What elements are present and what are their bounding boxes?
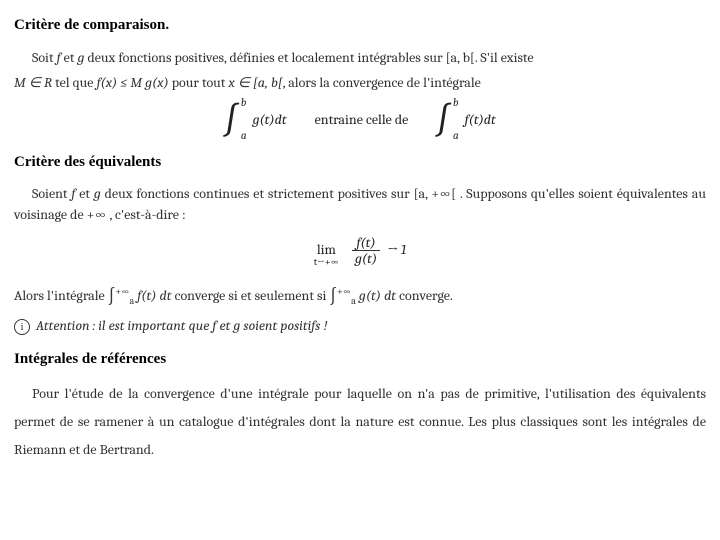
lim-sub: t→+∞	[314, 257, 339, 267]
domain: [a, +∞[	[414, 185, 456, 202]
inline-upper: +∞	[337, 286, 351, 298]
arrow-one: → 1	[387, 241, 406, 258]
fraction: f(t) g(t)	[351, 235, 381, 267]
var-g: g	[94, 185, 101, 202]
limit: lim t→+∞	[314, 243, 339, 267]
int-upper: b	[241, 97, 246, 109]
text: converge.	[396, 287, 453, 304]
text: Soit	[32, 49, 57, 66]
integrand-g: g(t)dt	[253, 109, 287, 130]
integral-icon: ∫	[436, 103, 449, 137]
text: . S'il existe	[475, 49, 534, 66]
int-upper: b	[453, 97, 458, 109]
text: deux fonctions continues et strictement …	[101, 185, 414, 202]
section2-para1: Soient f et g deux fonctions continues e…	[14, 183, 706, 225]
text: Soient	[32, 185, 71, 202]
section1-para2: M ∈ R tel que f(x) ≤ M g(x) pour tout x …	[14, 72, 706, 93]
text: et	[75, 185, 94, 202]
info-icon: i	[14, 319, 30, 335]
section1-math: ∫ b a g(t)dt entraine celle de ∫ b a f(t…	[14, 103, 706, 137]
infinity: +∞	[87, 206, 107, 223]
section1-title: Critère de comparaison.	[14, 14, 706, 37]
integral-icon: ∫	[224, 103, 237, 137]
inequality: f(x) ≤ M g(x)	[97, 74, 169, 91]
integral-g: ∫ b a g(t)dt	[224, 103, 286, 137]
integral-f: ∫ b a f(t)dt	[436, 103, 495, 137]
integral-icon: ∫	[108, 286, 116, 307]
section2-para2: Alors l'intégrale ∫+∞a f(t) dt converge …	[14, 281, 706, 309]
section2-title: Critère des équivalents	[14, 151, 706, 174]
text: deux fonctions positives, définies et lo…	[84, 49, 445, 66]
lim-text: lim	[317, 243, 336, 257]
text: converge si et seulement si	[171, 287, 329, 304]
section2-math: lim t→+∞ f(t) g(t) → 1	[14, 235, 706, 267]
inline-body1: f(t) dt	[137, 287, 171, 304]
section1-para1: Soit f et g deux fonctions positives, dé…	[14, 47, 706, 68]
integral-icon: ∫	[329, 286, 337, 307]
interval-ab: [a, b[	[446, 49, 475, 66]
section3-title: Intégrales de références	[14, 348, 706, 371]
integrand-f: f(t)dt	[465, 109, 496, 130]
frac-num: f(t)	[352, 235, 379, 251]
inline-body2: g(t) dt	[359, 287, 396, 304]
inline-lower: a	[130, 295, 135, 307]
int-lower: a	[453, 130, 459, 142]
inline-upper: +∞	[115, 286, 129, 298]
m-in-r: M ∈ R	[14, 74, 52, 91]
text: pour tout	[169, 74, 229, 91]
text: , alors la convergence de l'intégrale	[283, 74, 481, 91]
entraine-text: entraine celle de	[315, 109, 409, 130]
text: , c'est-à-dire :	[106, 206, 185, 223]
x-domain: x ∈ [a, b[	[228, 74, 282, 91]
int-lower: a	[241, 130, 247, 142]
attention-text: Attention : il est important que f et g …	[36, 317, 327, 334]
inline-lower: a	[351, 295, 356, 307]
text: et	[61, 49, 78, 66]
frac-den: g(t)	[351, 251, 381, 266]
text: tel que	[52, 74, 96, 91]
attention-line: i Attention : il est important que f et g…	[14, 315, 706, 336]
section3-para1: Pour l'étude de la convergence d'une int…	[14, 380, 706, 464]
text: Alors l'intégrale	[14, 287, 108, 304]
